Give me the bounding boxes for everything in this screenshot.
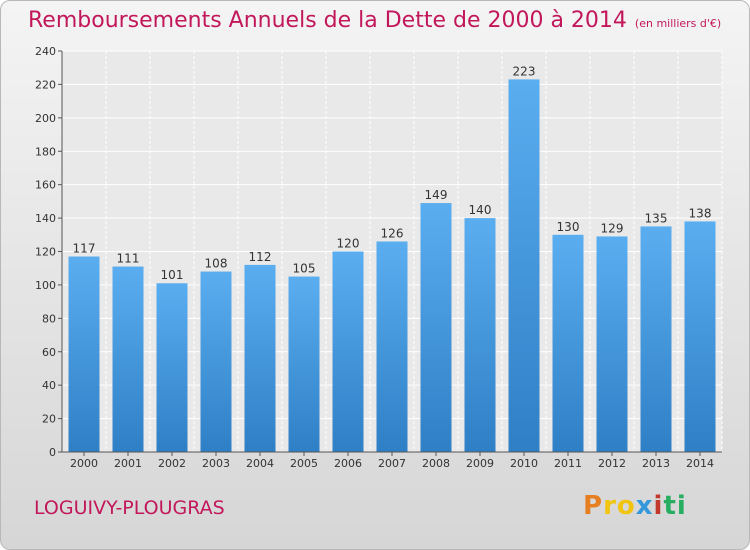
x-tick-label: 2005 xyxy=(290,457,318,470)
y-tick-label: 120 xyxy=(35,246,56,259)
data-label: 117 xyxy=(73,242,96,256)
data-label: 223 xyxy=(513,64,536,78)
data-label: 129 xyxy=(601,221,624,235)
x-tick-label: 2002 xyxy=(158,457,186,470)
bar xyxy=(68,256,100,452)
data-label: 111 xyxy=(117,252,140,266)
x-tick-label: 2009 xyxy=(466,457,494,470)
y-tick-label: 160 xyxy=(35,179,56,192)
axes: 0 20 40 60 80 100 120 140 160 180 200 220 240 2000 200… xyxy=(35,45,722,470)
x-tick-label: 2000 xyxy=(70,457,98,470)
bar xyxy=(112,266,144,452)
data-label: 108 xyxy=(205,257,228,271)
y-tick-label: 0 xyxy=(49,446,56,459)
logo-letter: x xyxy=(635,491,654,521)
title-text: Remboursements Annuels de la Dette de 20… xyxy=(28,8,627,33)
logo-letter: o xyxy=(616,491,636,521)
data-label: 120 xyxy=(337,237,360,251)
data-label: 130 xyxy=(557,220,580,234)
logo-letter: r xyxy=(603,491,617,521)
y-tick-label: 140 xyxy=(35,212,56,225)
x-tick-label: 2013 xyxy=(642,457,670,470)
y-tick-label: 20 xyxy=(42,413,56,426)
x-tick-label: 2001 xyxy=(114,457,142,470)
x-tick-label: 2014 xyxy=(686,457,714,470)
bar xyxy=(288,276,320,452)
data-label: 126 xyxy=(381,226,404,240)
data-label: 112 xyxy=(249,250,272,264)
x-tick-label: 2003 xyxy=(202,457,230,470)
chart-title: Remboursements Annuels de la Dette de 20… xyxy=(28,8,721,33)
proxiti-logo: Proxiti xyxy=(583,491,687,521)
bars xyxy=(68,79,716,452)
x-tick-label: 2011 xyxy=(554,457,582,470)
y-tick-label: 80 xyxy=(42,312,56,325)
bar xyxy=(376,241,408,452)
logo-letter: i xyxy=(676,491,687,521)
logo-letter: i xyxy=(653,491,664,521)
data-label: 105 xyxy=(293,262,316,276)
data-label: 101 xyxy=(161,268,184,282)
x-tick-label: 2008 xyxy=(422,457,450,470)
x-tick-label: 2010 xyxy=(510,457,538,470)
bar-labels: 117 111 101 108 112 105 120 126 149 140 223 130 129 1… xyxy=(73,64,712,282)
bar xyxy=(464,218,496,452)
data-label: 149 xyxy=(425,188,448,202)
y-tick-label: 240 xyxy=(35,45,56,58)
x-tick-label: 2004 xyxy=(246,457,274,470)
y-tick-label: 100 xyxy=(35,279,56,292)
bar xyxy=(640,226,672,452)
bar xyxy=(552,234,584,452)
bar xyxy=(200,271,232,452)
y-tick-label: 200 xyxy=(35,112,56,125)
x-tick-label: 2006 xyxy=(334,457,362,470)
bar xyxy=(420,203,452,452)
data-label: 135 xyxy=(645,211,668,225)
bar xyxy=(684,221,716,452)
bar xyxy=(508,79,540,452)
y-tick-label: 220 xyxy=(35,78,56,91)
logo-letter: t xyxy=(663,491,677,521)
bar xyxy=(332,251,364,452)
y-tick-label: 180 xyxy=(35,145,56,158)
unit-note: (en milliers d'€) xyxy=(634,17,722,30)
y-tick-label: 60 xyxy=(42,346,56,359)
bar xyxy=(156,283,188,452)
data-label: 138 xyxy=(689,206,712,220)
bar xyxy=(596,236,628,452)
commune-name: LOGUIVY-PLOUGRAS xyxy=(34,497,225,519)
x-tick-label: 2012 xyxy=(598,457,626,470)
bar xyxy=(244,264,276,452)
data-label: 140 xyxy=(469,203,492,217)
logo-letter: P xyxy=(583,491,604,521)
y-tick-label: 40 xyxy=(42,379,56,392)
x-tick-label: 2007 xyxy=(378,457,406,470)
